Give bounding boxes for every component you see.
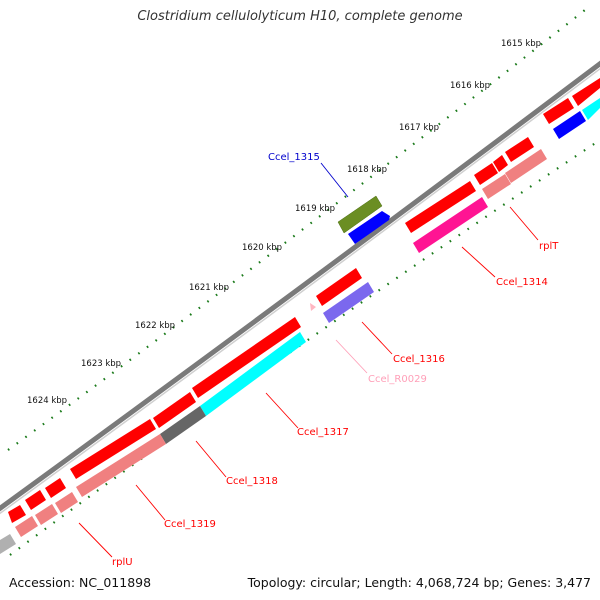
- accession-text: Accession: NC_011898: [9, 575, 152, 590]
- kbp-1617: 1617 kbp: [399, 123, 439, 133]
- gene-ccel-1314-magenta[interactable]: [413, 197, 488, 253]
- gene-labels: Ccel_1315 rplT Ccel_1314 Ccel_1316 Ccel_…: [112, 152, 559, 568]
- gene-ccel-1318-gray[interactable]: [160, 406, 206, 444]
- kbp-1622: 1622 kbp: [135, 321, 175, 331]
- rna-ccel-r0029[interactable]: [310, 303, 316, 311]
- callout-lines: [78, 162, 539, 558]
- gene-rplT-rev-b[interactable]: [505, 149, 547, 183]
- label-rplT[interactable]: rplT: [539, 241, 559, 252]
- label-ccel-1317[interactable]: Ccel_1317: [297, 427, 349, 438]
- label-ccel-1316[interactable]: Ccel_1316: [393, 354, 445, 365]
- map-title: Clostridium cellulolyticum H10, complete…: [137, 9, 463, 24]
- kbp-ruler: 1615 kbp 1616 kbp 1617 kbp 1618 kbp 1619…: [27, 39, 541, 406]
- gene-ccel-1315-olive[interactable]: [337, 195, 383, 234]
- gene-ccel-1316-purple[interactable]: [323, 282, 374, 323]
- gene-rplT-fwd-c[interactable]: [505, 137, 534, 162]
- gene-rplT-rev-a[interactable]: [482, 174, 511, 199]
- gene-ccel-1319-fwd[interactable]: [70, 419, 156, 479]
- gene-rplU-fwd-c[interactable]: [8, 505, 26, 523]
- gene-ccel-1316-fwd[interactable]: [316, 268, 362, 306]
- forward-strand-genes: [8, 78, 600, 523]
- inner-tick-ring: [9, 139, 600, 556]
- kbp-1623: 1623 kbp: [81, 359, 121, 369]
- genome-stats-text: Topology: circular; Length: 4,068,724 bp…: [247, 575, 591, 590]
- outer-tick-ring: [7, 9, 586, 451]
- gene-gray-edge[interactable]: [0, 534, 16, 554]
- kbp-1619: 1619 kbp: [295, 204, 335, 214]
- kbp-1616: 1616 kbp: [450, 81, 490, 91]
- gene-rplU-rev-c[interactable]: [15, 516, 38, 537]
- kbp-1620: 1620 kbp: [242, 243, 282, 253]
- label-ccel-1315[interactable]: Ccel_1315: [268, 152, 320, 163]
- gene-ccel-1315-blue[interactable]: [348, 211, 390, 244]
- label-ccel-1319[interactable]: Ccel_1319: [164, 519, 216, 530]
- gene-ccel-1317-fwd[interactable]: [192, 317, 301, 398]
- label-ccel-1314[interactable]: Ccel_1314: [496, 277, 548, 288]
- gene-top-rev-b[interactable]: [582, 98, 600, 120]
- gene-rplU-fwd-a[interactable]: [45, 478, 66, 498]
- kbp-1618: 1618 kbp: [347, 165, 387, 175]
- gene-ccel-1314-fwd[interactable]: [405, 181, 476, 233]
- gene-ccel-1319-pink[interactable]: [76, 434, 166, 497]
- label-ccel-1318[interactable]: Ccel_1318: [226, 476, 278, 487]
- kbp-1624: 1624 kbp: [27, 396, 67, 406]
- gene-rplU-rev-a[interactable]: [55, 492, 78, 513]
- gene-top-fwd-a[interactable]: [543, 98, 574, 124]
- gene-ccel-1318-fwd[interactable]: [153, 392, 196, 428]
- gene-top-rev-a[interactable]: [553, 111, 586, 139]
- reverse-strand-genes: [0, 98, 600, 554]
- gene-ccel-1317-cyan[interactable]: [200, 332, 306, 416]
- gene-rplT-fwd-b[interactable]: [493, 155, 508, 172]
- kbp-1615: 1615 kbp: [501, 39, 541, 49]
- gene-rplU-fwd-b[interactable]: [25, 490, 46, 510]
- gene-top-fwd-b[interactable]: [572, 78, 600, 106]
- gene-rplT-fwd-a[interactable]: [474, 163, 498, 185]
- kbp-1621: 1621 kbp: [189, 283, 229, 293]
- label-ccel-r0029[interactable]: Ccel_R0029: [368, 374, 427, 385]
- label-rplU[interactable]: rplU: [112, 557, 133, 568]
- gene-rplU-rev-b[interactable]: [35, 504, 58, 525]
- genome-backbone: [0, 60, 600, 515]
